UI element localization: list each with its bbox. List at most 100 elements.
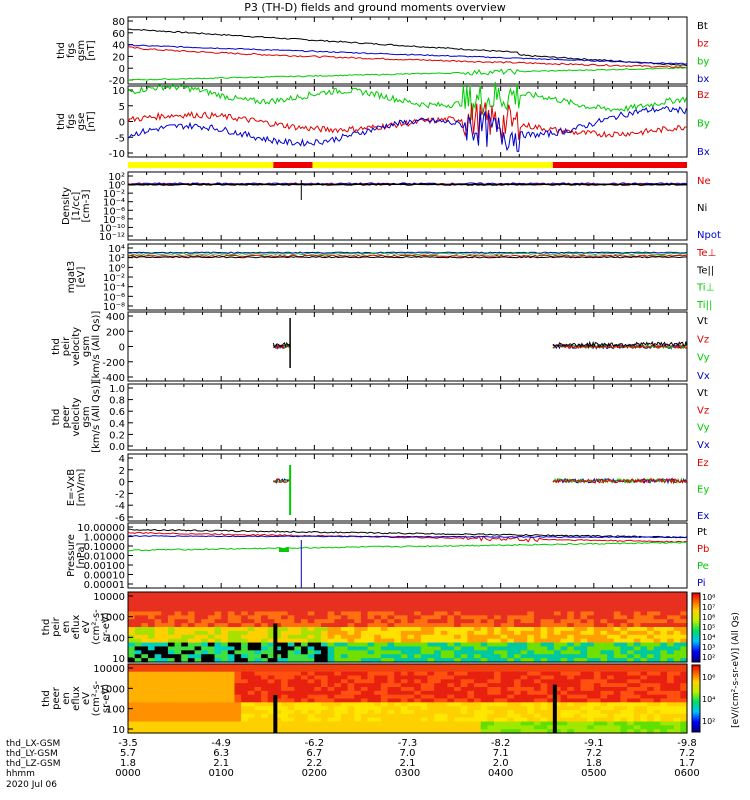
- ion-spectrogram-cell: [301, 623, 309, 628]
- ion-spectrogram-cell: [440, 654, 449, 659]
- ion-spectrogram-cell: [387, 634, 395, 640]
- ion-spectrogram-cell: [527, 619, 535, 624]
- electron-spectrogram-cell: [533, 713, 542, 719]
- electron-spectrogram-cell: [680, 664, 688, 669]
- electron-spectrogram-cell: [154, 706, 162, 711]
- ion-spectrogram-cell: [600, 615, 608, 620]
- ion-spectrogram-cell: [221, 619, 229, 624]
- ion-spectrogram-cell: [367, 607, 375, 613]
- ion-spectrogram-cell: [394, 599, 402, 605]
- ion-spectrogram-cell: [414, 615, 422, 620]
- electron-spectrogram-cell: [174, 683, 182, 688]
- x-axis-value: 7.2: [586, 748, 602, 759]
- ion-spectrogram-cell: [414, 603, 422, 609]
- ion-spectrogram-cell: [281, 654, 289, 659]
- ion-spectrogram-cell: [633, 611, 642, 616]
- electron-spectrogram-cell: [573, 713, 582, 719]
- electron-spectrogram-cell: [667, 729, 675, 734]
- ion-spectrogram-cell: [447, 634, 455, 640]
- ion-spectrogram-cell: [480, 595, 488, 601]
- electron-spectrogram-cell: [587, 694, 595, 700]
- electron-spectrogram-cell: [194, 717, 202, 723]
- ion-spectrogram-cell: [241, 619, 249, 624]
- ion-spectrogram-cell: [553, 658, 562, 663]
- ion-spectrogram-cell: [573, 595, 582, 601]
- ion-spectrogram-cell: [354, 619, 362, 624]
- electron-spectrogram-cell: [314, 725, 322, 730]
- electron-spectrogram-cell: [147, 717, 156, 723]
- ion-spectrogram-cell: [414, 595, 422, 601]
- ion-spectrogram-cell: [460, 599, 468, 605]
- ion-spectrogram-cell: [580, 658, 588, 663]
- ion-spectrogram-cell: [154, 634, 162, 640]
- electron-spectrogram-cell: [234, 725, 242, 730]
- electron-spectrogram-cell: [547, 706, 555, 711]
- electron-spectrogram-cell: [141, 667, 149, 673]
- ion-spectrogram-cell: [640, 650, 648, 655]
- electron-spectrogram-cell: [400, 721, 409, 726]
- electron-spectrogram-cell: [347, 713, 355, 719]
- ion-spectrogram-cell: [374, 595, 382, 601]
- ion-spectrogram-cell: [567, 634, 575, 640]
- temperature-ylabel: [eV]: [76, 267, 87, 288]
- electron-spectrogram-cell: [154, 675, 162, 680]
- ion-spectrogram-cell: [307, 654, 315, 659]
- electron-spectrogram-cell: [161, 706, 169, 711]
- ion-spectrogram-cell: [340, 642, 349, 648]
- electron-spectrogram-cell: [154, 679, 162, 684]
- electron-spectrogram-cell: [580, 667, 588, 673]
- electron-spectrogram-cell: [334, 713, 342, 719]
- electron-spectrogram-cell: [201, 671, 209, 677]
- ion-spectrogram-cell: [227, 611, 236, 616]
- ion-spectrogram-cell: [374, 654, 382, 659]
- ion-spectrogram-cell: [354, 611, 362, 616]
- ion-spectrogram-cell: [214, 634, 222, 640]
- electron-spectrogram-cell: [207, 694, 216, 700]
- electron-spectrogram-cell: [301, 664, 309, 669]
- ion-spectrogram-cell: [680, 615, 688, 620]
- electron-spectrogram-cell: [440, 698, 449, 703]
- ion-spectrogram-cell: [440, 619, 449, 624]
- electron-spectrogram-cell: [354, 679, 362, 684]
- ion-spectrogram-cell: [247, 638, 256, 644]
- ion-spectrogram-cell: [680, 658, 688, 663]
- ion-spectrogram-cell: [667, 615, 675, 620]
- electron-spectrogram-cell: [301, 694, 309, 700]
- ion-spectrogram-cell: [613, 650, 622, 655]
- electron-spectrogram-cell: [360, 725, 369, 730]
- ion-spectrogram-cell: [434, 599, 442, 605]
- temperature-legend-te||: Te||: [696, 265, 714, 276]
- ion-spectrogram-cell: [460, 615, 468, 620]
- ion-spectrogram-cell: [660, 603, 668, 609]
- ion-spectrogram-cell: [474, 607, 482, 613]
- electron-spectrogram-cell: [494, 694, 502, 700]
- ion-spectrogram-cell: [387, 611, 395, 616]
- ion-spectrogram-cell: [467, 611, 475, 616]
- ion-spectrogram-cell: [274, 623, 282, 628]
- ion-spectrogram-cell: [400, 634, 409, 640]
- electron-spectrogram-cell: [320, 706, 329, 711]
- ion-spectrogram-cell: [400, 592, 409, 597]
- ion-spectrogram-cell: [567, 603, 575, 609]
- ion-spectrogram-cell: [507, 634, 515, 640]
- electron-spectrogram-cell: [307, 671, 315, 677]
- electron-spectrogram-cell: [301, 702, 309, 707]
- ion-spectrogram-cell: [194, 619, 202, 624]
- electron-spectrogram-cell: [334, 667, 342, 673]
- electron-spectrogram-cell: [420, 713, 429, 719]
- electron-spectrogram-cell: [633, 721, 642, 726]
- ion-spectrogram-cell: [387, 627, 395, 632]
- x-axis-date: 2020 Jul 06: [6, 780, 57, 790]
- electron-spectrogram-cell: [420, 725, 429, 730]
- ion-spectrogram-cell: [267, 595, 275, 601]
- ion-spectrogram-cell: [167, 615, 176, 620]
- ion-spectrogram-cell: [181, 615, 189, 620]
- electron-spectrogram-cell: [227, 729, 236, 734]
- x-axis-row-label: thd_LX-GSM: [6, 739, 60, 749]
- ion-spectrogram-cell: [487, 595, 495, 601]
- ion-spectrogram-cell: [467, 595, 475, 601]
- ion-spectrogram-cell: [547, 634, 555, 640]
- fgs-gse-legend-by: By: [697, 119, 710, 130]
- ion-spectrogram-cell: [573, 658, 582, 663]
- electron-spectrogram-cell: [553, 710, 562, 715]
